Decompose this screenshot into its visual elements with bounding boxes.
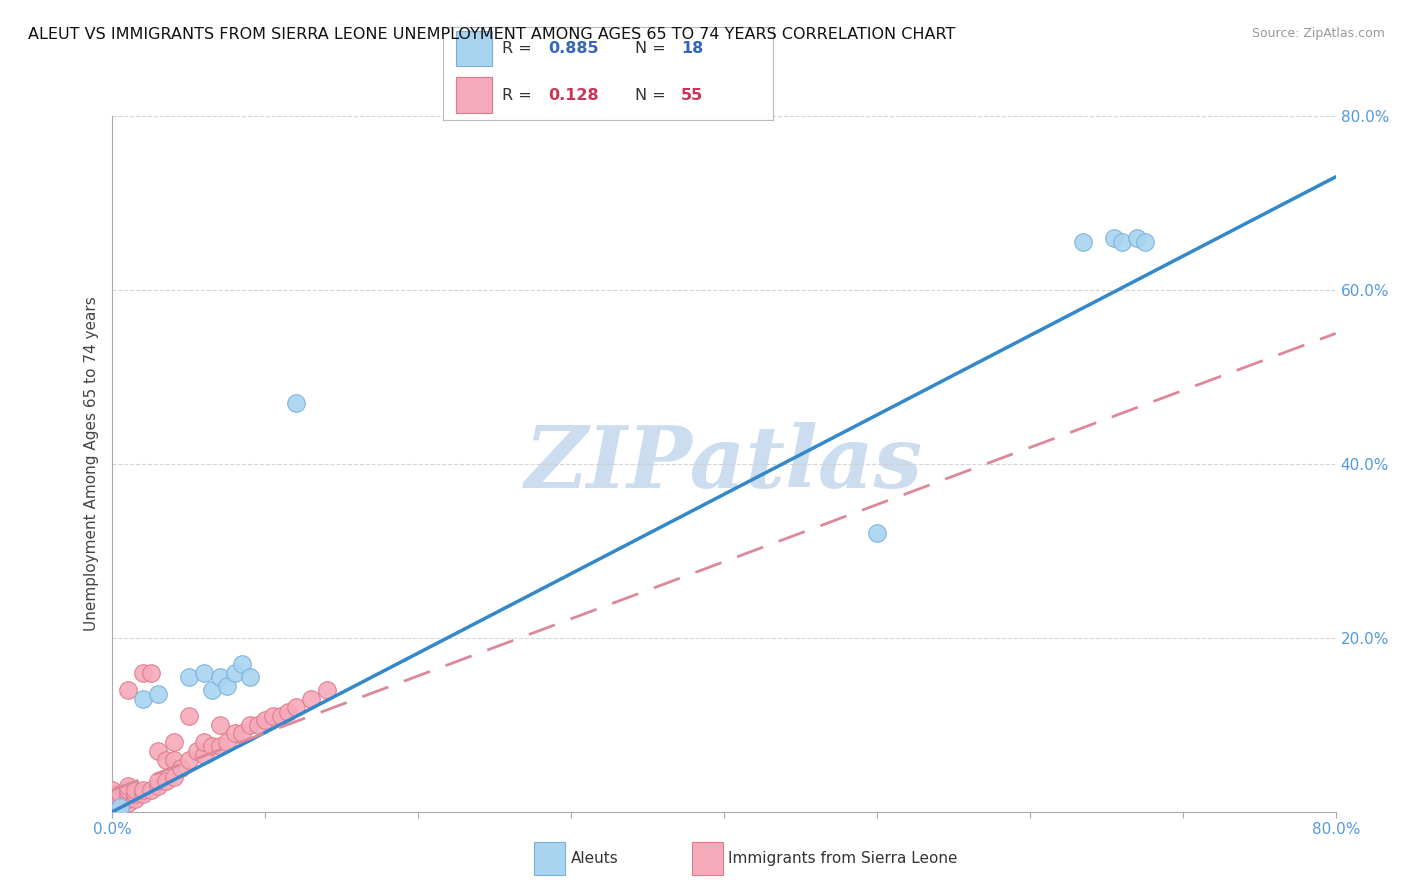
Text: R =: R = bbox=[502, 87, 537, 103]
Point bbox=[108, 800, 131, 814]
Point bbox=[177, 753, 200, 767]
Point bbox=[148, 687, 170, 701]
Point bbox=[124, 783, 146, 797]
Point bbox=[177, 709, 200, 723]
Point bbox=[132, 788, 155, 802]
Text: Aleuts: Aleuts bbox=[571, 851, 619, 866]
Text: 18: 18 bbox=[681, 41, 703, 56]
Point bbox=[866, 526, 889, 541]
Point bbox=[108, 791, 131, 805]
Point bbox=[101, 800, 124, 814]
Point bbox=[193, 748, 215, 763]
Point bbox=[193, 665, 215, 680]
Point bbox=[139, 665, 162, 680]
Point bbox=[224, 665, 246, 680]
Point bbox=[277, 705, 299, 719]
Point bbox=[117, 683, 139, 698]
Point bbox=[101, 805, 124, 819]
FancyBboxPatch shape bbox=[456, 30, 492, 66]
Point bbox=[117, 788, 139, 802]
Text: 55: 55 bbox=[681, 87, 703, 103]
Point bbox=[1126, 230, 1149, 244]
Point bbox=[284, 700, 308, 714]
Point bbox=[1111, 235, 1133, 249]
Text: Immigrants from Sierra Leone: Immigrants from Sierra Leone bbox=[728, 851, 957, 866]
Point bbox=[108, 796, 131, 810]
Point bbox=[254, 714, 277, 728]
Y-axis label: Unemployment Among Ages 65 to 74 years: Unemployment Among Ages 65 to 74 years bbox=[83, 296, 98, 632]
Point bbox=[101, 800, 124, 814]
FancyBboxPatch shape bbox=[692, 842, 723, 874]
Point bbox=[270, 709, 292, 723]
Point bbox=[246, 717, 269, 731]
Point bbox=[101, 796, 124, 810]
Point bbox=[186, 744, 208, 758]
Point bbox=[224, 726, 246, 740]
Point bbox=[148, 744, 170, 758]
Text: Source: ZipAtlas.com: Source: ZipAtlas.com bbox=[1251, 27, 1385, 40]
Point bbox=[208, 670, 231, 684]
Point bbox=[132, 665, 155, 680]
Point bbox=[124, 788, 146, 802]
Point bbox=[1133, 235, 1156, 249]
Point bbox=[217, 679, 239, 693]
Point bbox=[217, 735, 239, 749]
Point bbox=[262, 709, 284, 723]
Text: N =: N = bbox=[634, 41, 671, 56]
Point bbox=[201, 739, 224, 754]
Point bbox=[1102, 230, 1125, 244]
FancyBboxPatch shape bbox=[456, 78, 492, 113]
Point bbox=[139, 783, 162, 797]
Text: N =: N = bbox=[634, 87, 671, 103]
Point bbox=[101, 783, 124, 797]
Point bbox=[117, 783, 139, 797]
Point bbox=[108, 788, 131, 802]
Point bbox=[124, 791, 146, 805]
Point bbox=[117, 796, 139, 810]
Text: ALEUT VS IMMIGRANTS FROM SIERRA LEONE UNEMPLOYMENT AMONG AGES 65 TO 74 YEARS COR: ALEUT VS IMMIGRANTS FROM SIERRA LEONE UN… bbox=[28, 27, 956, 42]
Point bbox=[155, 774, 177, 789]
Point bbox=[201, 683, 224, 698]
Point bbox=[132, 691, 155, 706]
Text: 0.885: 0.885 bbox=[548, 41, 599, 56]
Point bbox=[132, 783, 155, 797]
Point bbox=[101, 788, 124, 802]
Point bbox=[117, 779, 139, 793]
Point bbox=[163, 753, 186, 767]
Point bbox=[170, 761, 193, 775]
Point bbox=[193, 735, 215, 749]
Point bbox=[231, 657, 253, 671]
Text: ZIPatlas: ZIPatlas bbox=[524, 422, 924, 506]
Point bbox=[155, 753, 177, 767]
Point bbox=[284, 396, 308, 410]
Point bbox=[163, 735, 186, 749]
Point bbox=[299, 691, 322, 706]
Point bbox=[239, 670, 262, 684]
Point bbox=[101, 805, 124, 819]
Point bbox=[231, 726, 253, 740]
Point bbox=[315, 683, 337, 698]
Point bbox=[1073, 235, 1095, 249]
Text: R =: R = bbox=[502, 41, 537, 56]
Point bbox=[163, 770, 186, 784]
Point bbox=[208, 739, 231, 754]
Point bbox=[148, 779, 170, 793]
Point bbox=[148, 774, 170, 789]
Point bbox=[239, 717, 262, 731]
Point bbox=[177, 670, 200, 684]
Point bbox=[108, 800, 131, 814]
Point bbox=[208, 717, 231, 731]
Point bbox=[117, 791, 139, 805]
Text: 0.128: 0.128 bbox=[548, 87, 599, 103]
FancyBboxPatch shape bbox=[534, 842, 565, 874]
Point bbox=[101, 791, 124, 805]
